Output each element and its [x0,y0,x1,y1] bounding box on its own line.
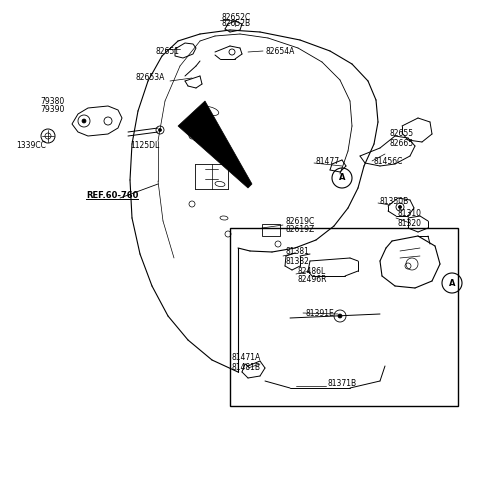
Text: 81391E: 81391E [305,310,334,318]
Text: 79390: 79390 [40,106,64,115]
Text: 81382: 81382 [285,256,309,265]
Text: 1339CC: 1339CC [16,141,46,150]
Text: A: A [449,278,455,288]
Text: 81456C: 81456C [374,157,403,166]
Text: 82665: 82665 [390,138,414,147]
Text: 81320: 81320 [398,219,422,228]
Text: 82653A: 82653A [135,73,164,82]
Text: 82652B: 82652B [222,18,251,27]
Text: 81350B: 81350B [380,196,409,205]
Text: 1125DL: 1125DL [130,141,159,150]
Text: 82651: 82651 [155,47,179,56]
Text: 81371B: 81371B [328,378,357,387]
Text: 81310: 81310 [398,209,422,219]
Text: FR.: FR. [192,133,210,143]
Bar [262,224,280,236]
Text: 82619C: 82619C [285,216,314,226]
Circle shape [82,119,86,123]
Circle shape [398,205,401,208]
Text: 79380: 79380 [40,97,64,106]
Text: 82655: 82655 [390,129,414,138]
Text: 82619Z: 82619Z [285,226,314,235]
Text: REF.60-760: REF.60-760 [86,191,138,200]
Text: 81381: 81381 [285,248,309,256]
Circle shape [338,314,342,318]
Text: 82496R: 82496R [298,275,327,285]
Text: 82486L: 82486L [298,266,326,275]
Text: 81471A: 81471A [232,354,261,363]
Polygon shape [178,101,252,188]
Text: A: A [339,174,345,183]
Text: 81477: 81477 [316,157,340,166]
Text: 81481B: 81481B [232,364,261,372]
Text: 82652C: 82652C [222,12,251,21]
Circle shape [158,128,161,131]
Text: 82654A: 82654A [265,47,294,56]
